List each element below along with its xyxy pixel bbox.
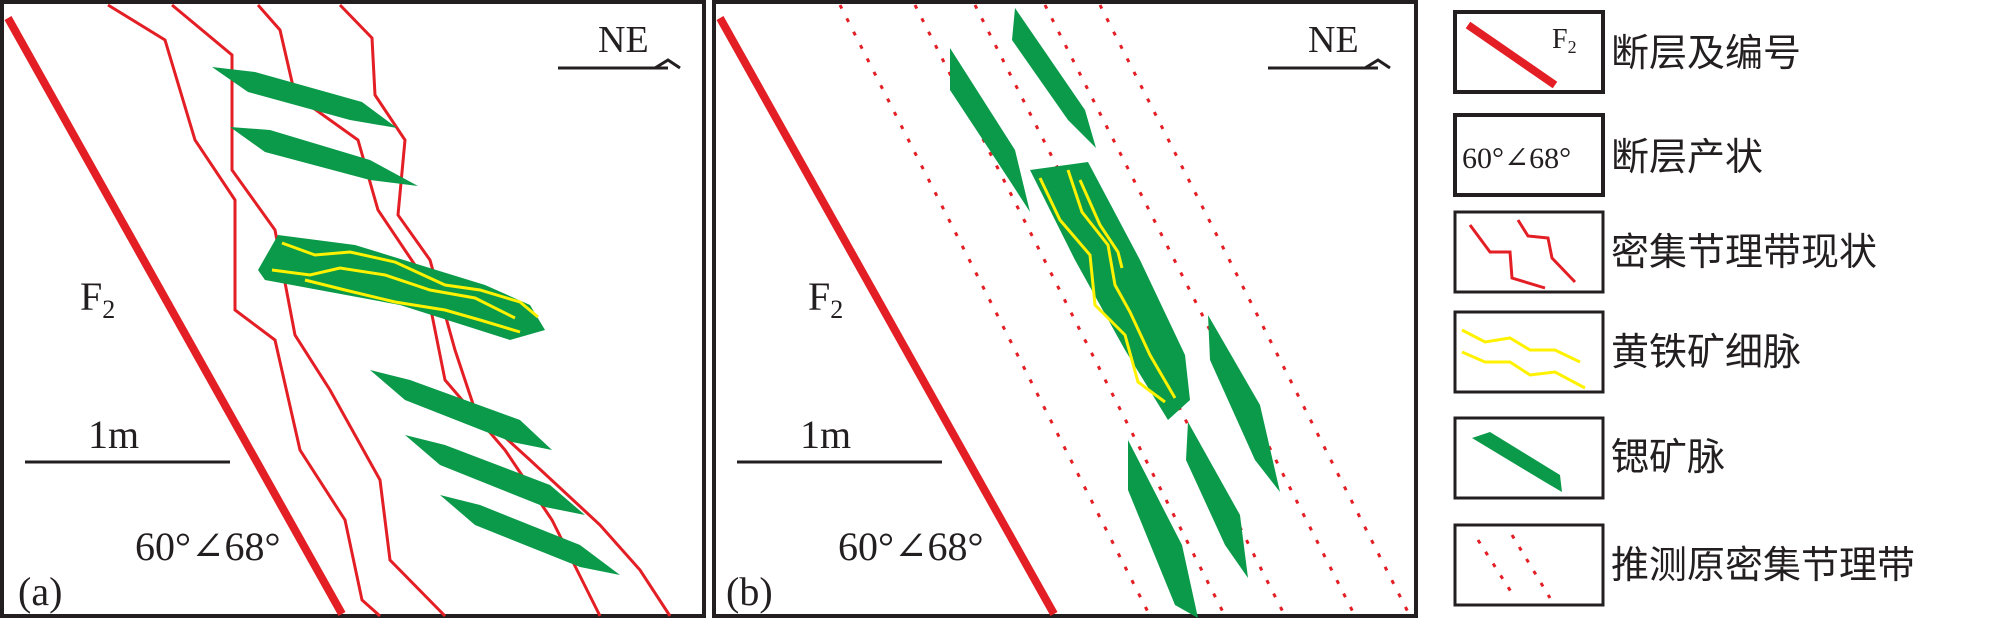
vein [230, 127, 418, 186]
inferred-joint-line [1043, 4, 1357, 617]
vein [370, 370, 552, 450]
pyrite-veinlet [304, 278, 521, 334]
panel-a-pyrite [271, 241, 539, 334]
vein [1208, 315, 1280, 492]
legend-label: 断层产状 [1611, 135, 1763, 179]
legend-vein-symbol [1472, 432, 1562, 492]
inferred-joint-line [1098, 4, 1412, 617]
pyrite-veinlet [271, 266, 516, 320]
legend-swatch-box [1453, 210, 1605, 294]
legend-label: 黄铁矿细脉 [1611, 330, 1801, 374]
joint-line [107, 3, 381, 618]
panel-a-scale-label: 1m [88, 412, 139, 457]
legend-joint-symbol [1516, 219, 1577, 284]
panel-b-pyrite [1038, 169, 1177, 404]
legend-label: 锶矿脉 [1611, 435, 1725, 479]
vein [1186, 422, 1248, 578]
panel-b-label: (b) [726, 569, 773, 614]
panel-b-ne-label: NE [1308, 19, 1359, 61]
legend-swatch-box [1453, 416, 1605, 500]
legend-item-joint-zone: 密集节理带现状 [1453, 210, 1877, 294]
panel-a: NE F2 1m 60°∠68° (a) [0, 0, 706, 618]
legend-label: 断层及编号 [1611, 31, 1801, 75]
joint-line [171, 3, 447, 618]
legend-fault-symbol [1465, 21, 1558, 89]
vein [1012, 8, 1096, 148]
ne-arrow-head [1364, 58, 1391, 70]
panel-a-veins [212, 67, 620, 575]
legend-attitude-symbol: 60°∠68° [1462, 142, 1571, 175]
pyrite-veinlet [1078, 179, 1124, 269]
legend-item-fault: F2 断层及编号 [1453, 10, 1801, 94]
pyrite-veinlet [1066, 169, 1177, 399]
panel-a-ne-arrow: NE [558, 19, 681, 70]
panel-b-ne-arrow: NE [1268, 19, 1391, 70]
legend-item-vein: 锶矿脉 [1453, 416, 1725, 500]
vein [1128, 440, 1198, 618]
vein [950, 48, 1030, 212]
panel-a-fault-label: F2 [80, 274, 115, 324]
legend-swatch-box [1453, 523, 1605, 607]
legend-item-attitude: 60°∠68° 断层产状 [1453, 113, 1763, 197]
legend-inferred-symbol [1476, 539, 1517, 599]
panel-a-ne-label: NE [598, 19, 649, 61]
panel-b-scale-label: 1m [800, 412, 851, 457]
panel-b-fault-label: F2 [808, 274, 843, 324]
panel-b-attitude: 60°∠68° [838, 524, 984, 569]
panel-a-attitude: 60°∠68° [135, 524, 281, 569]
inferred-joint-line [913, 4, 1227, 617]
panel-a-fault-line [4, 16, 346, 616]
panel-a-label: (a) [18, 569, 62, 614]
legend: F2 断层及编号 60°∠68° 断层产状 密集节理带现状 黄铁矿细脉 锶 [1453, 10, 1915, 607]
vein [212, 67, 397, 128]
legend-label: 推测原密集节理带 [1611, 543, 1915, 587]
legend-item-pyrite: 黄铁矿细脉 [1453, 310, 1801, 394]
legend-pyrite-symbol [1461, 350, 1586, 390]
panel-b: NE F2 1m 60°∠68° (b) [712, 0, 1418, 618]
legend-item-inferred-joint: 推测原密集节理带 [1453, 523, 1915, 607]
vein [405, 435, 585, 515]
legend-swatch-box [1453, 10, 1605, 94]
legend-label: 密集节理带现状 [1611, 230, 1877, 274]
vein [440, 495, 620, 575]
legend-joint-symbol [1468, 224, 1546, 290]
ne-arrow-head [654, 58, 681, 70]
pyrite-veinlet [281, 241, 539, 319]
legend-swatch-box [1453, 310, 1605, 394]
pyrite-veinlet [1038, 177, 1166, 404]
inferred-joint-line [838, 4, 1152, 617]
legend-pyrite-symbol [1461, 328, 1581, 364]
legend-swatch-box [1453, 113, 1605, 197]
legend-fault-label-symbol: F2 [1552, 24, 1577, 57]
vein-main [258, 235, 545, 340]
panel-b-fault-line [716, 16, 1058, 616]
